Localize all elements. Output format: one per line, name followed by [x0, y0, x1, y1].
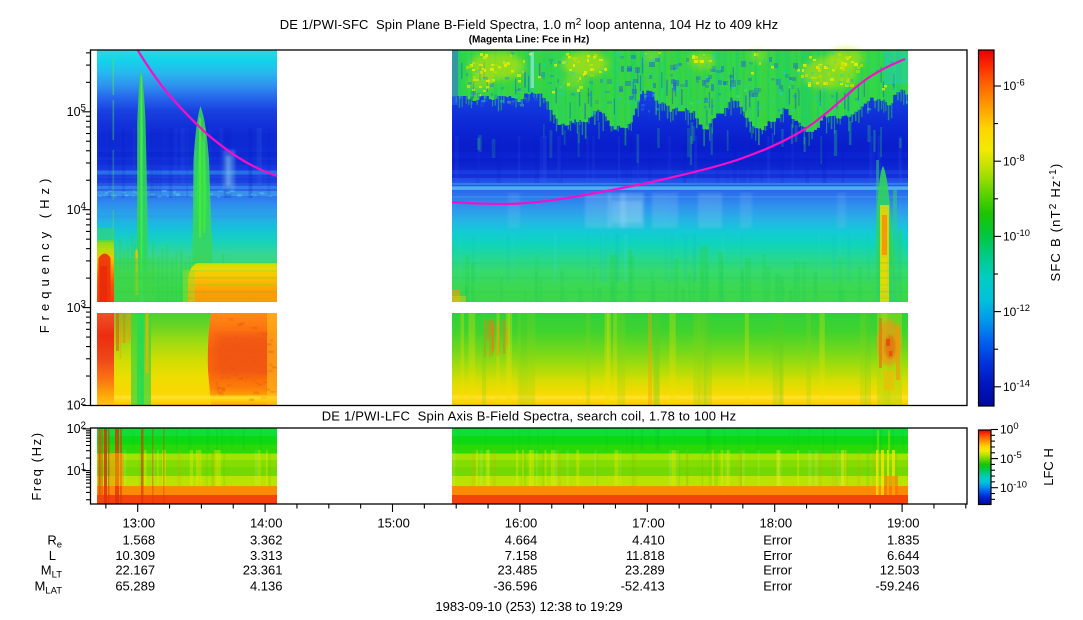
svg-text:18:00: 18:00: [760, 516, 793, 531]
svg-text:11.818: 11.818: [626, 548, 665, 563]
svg-text:23.485: 23.485: [498, 563, 538, 578]
svg-text:Error: Error: [763, 548, 793, 563]
svg-text:23.361: 23.361: [243, 563, 283, 578]
svg-text:23.289: 23.289: [625, 563, 665, 578]
svg-text:1983-09-10 (253) 12:38 to 19:2: 1983-09-10 (253) 12:38 to 19:29: [435, 599, 622, 614]
svg-text:17:00: 17:00: [632, 516, 665, 531]
svg-text:4.136: 4.136: [250, 578, 283, 593]
svg-text:LFC H: LFC H: [1041, 448, 1056, 486]
svg-text:1.835: 1.835: [887, 533, 920, 548]
svg-text:3.362: 3.362: [250, 533, 283, 548]
svg-text:Error: Error: [763, 533, 793, 548]
svg-text:-36.596: -36.596: [493, 578, 537, 593]
svg-text:13:00: 13:00: [123, 516, 156, 531]
svg-text:65.289: 65.289: [115, 578, 155, 593]
svg-text:16:00: 16:00: [505, 516, 538, 531]
svg-text:DE 1/PWI-SFC Spin Plane B-Fie: DE 1/PWI-SFC Spin Plane B-Field Spectra,…: [280, 17, 779, 32]
svg-text:Error: Error: [763, 563, 793, 578]
svg-text:Freq (Hz): Freq (Hz): [29, 431, 44, 500]
svg-text:Error: Error: [763, 578, 793, 593]
svg-text:19:00: 19:00: [887, 516, 920, 531]
svg-text:L: L: [49, 548, 56, 563]
svg-text:22.167: 22.167: [115, 563, 155, 578]
svg-text:DE 1/PWI-LFC Spin Axis B-Fiel: DE 1/PWI-LFC Spin Axis B-Field Spectra, …: [322, 409, 737, 424]
svg-text:14:00: 14:00: [250, 516, 283, 531]
svg-text:15:00: 15:00: [377, 516, 410, 531]
svg-text:-59.246: -59.246: [875, 578, 919, 593]
svg-text:12.503: 12.503: [880, 563, 920, 578]
svg-text:-52.413: -52.413: [621, 578, 665, 593]
svg-text:3.313: 3.313: [250, 548, 283, 563]
svg-text:SFC B (nT2 Hz-1): SFC B (nT2 Hz-1): [1048, 163, 1063, 282]
svg-text:Frequency (Hz): Frequency (Hz): [37, 174, 52, 334]
svg-text:10.309: 10.309: [115, 548, 155, 563]
svg-text:4.664: 4.664: [505, 533, 538, 548]
svg-text:6.644: 6.644: [887, 548, 920, 563]
svg-text:7.158: 7.158: [505, 548, 538, 563]
svg-text:4.410: 4.410: [632, 533, 665, 548]
svg-text:(Magenta Line: Fce in Hz): (Magenta Line: Fce in Hz): [469, 35, 590, 46]
svg-text:1.568: 1.568: [123, 533, 156, 548]
